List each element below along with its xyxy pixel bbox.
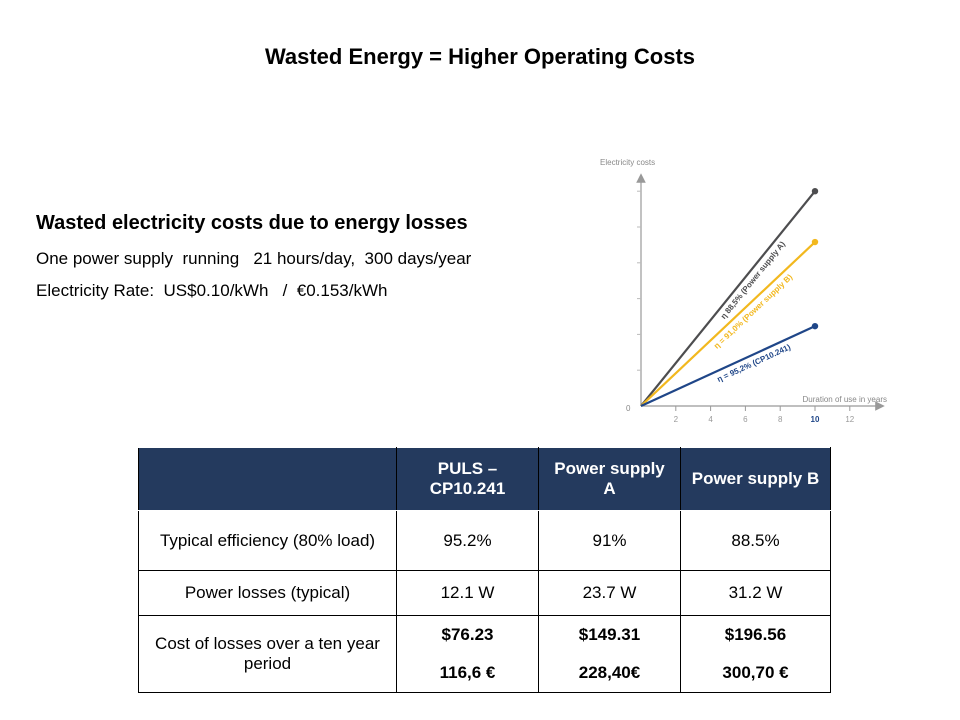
cell: 23.7 W <box>538 570 681 616</box>
y-axis-label: Electricity costs <box>600 158 655 167</box>
x-axis-label: Duration of use in years <box>803 395 888 404</box>
slide-title: Wasted Energy = Higher Operating Costs <box>264 44 696 69</box>
cell: $196.56 300,70 € <box>680 615 831 693</box>
cell: 91% <box>538 510 681 571</box>
intro-line-usage: One power supply running 21 hours/day, 3… <box>36 249 472 268</box>
header-blank <box>138 447 397 511</box>
row-label: Typical efficiency (80% load) <box>138 510 397 571</box>
cell: $76.23 116,6 € <box>396 615 539 693</box>
cell: $149.31 228,40€ <box>538 615 681 693</box>
x-tick-label: 2 <box>674 415 679 424</box>
table-header-row: PULS – CP10.241 Power supply A Power sup… <box>138 447 831 511</box>
origin-label: 0 <box>626 404 631 413</box>
cost-usd: $196.56 <box>724 625 787 644</box>
series-endpoint <box>811 238 819 246</box>
table-row: Typical efficiency (80% load) 95.2% 91% … <box>138 510 831 571</box>
series-endpoint <box>811 188 819 195</box>
cost-eur: 228,40€ <box>578 663 641 682</box>
row-label: Cost of losses over a ten year period <box>138 615 397 693</box>
cost-usd: $149.31 <box>578 625 641 644</box>
electricity-cost-chart: Electricity costs Duration of use in yea… <box>600 158 888 424</box>
intro-heading: Wasted electricity costs due to energy l… <box>36 212 468 234</box>
table-row: Cost of losses over a ten year period $7… <box>138 615 831 693</box>
series-label: η = 95,2% (CP10.241) <box>716 342 793 384</box>
series-line <box>640 325 816 407</box>
cell: 95.2% <box>396 510 539 571</box>
header-supply-b: Power supply B <box>680 447 831 511</box>
cost-usd: $76.23 <box>441 625 494 644</box>
series-endpoint <box>811 322 819 330</box>
cost-comparison-table: PULS – CP10.241 Power supply A Power sup… <box>138 447 831 693</box>
cost-eur: 300,70 € <box>722 663 789 682</box>
x-tick-label: 4 <box>708 415 713 424</box>
table-row: Power losses (typical) 12.1 W 23.7 W 31.… <box>138 570 831 616</box>
intro-line-rate: Electricity Rate: US$0.10/kWh / €0.153/k… <box>36 281 388 300</box>
series-line <box>640 190 816 407</box>
x-tick-label: 6 <box>743 415 748 424</box>
x-tick-label: 12 <box>845 415 854 424</box>
header-supply-a: Power supply A <box>538 447 681 511</box>
cell: 88.5% <box>680 510 831 571</box>
x-tick-label: 10 <box>811 415 820 424</box>
cost-eur: 116,6 € <box>439 663 496 682</box>
x-tick-label: 8 <box>778 415 783 424</box>
cell: 31.2 W <box>680 570 831 616</box>
header-cp10: PULS – CP10.241 <box>396 447 539 511</box>
row-label: Power losses (typical) <box>138 570 397 616</box>
series-line <box>640 241 816 407</box>
cell: 12.1 W <box>396 570 539 616</box>
